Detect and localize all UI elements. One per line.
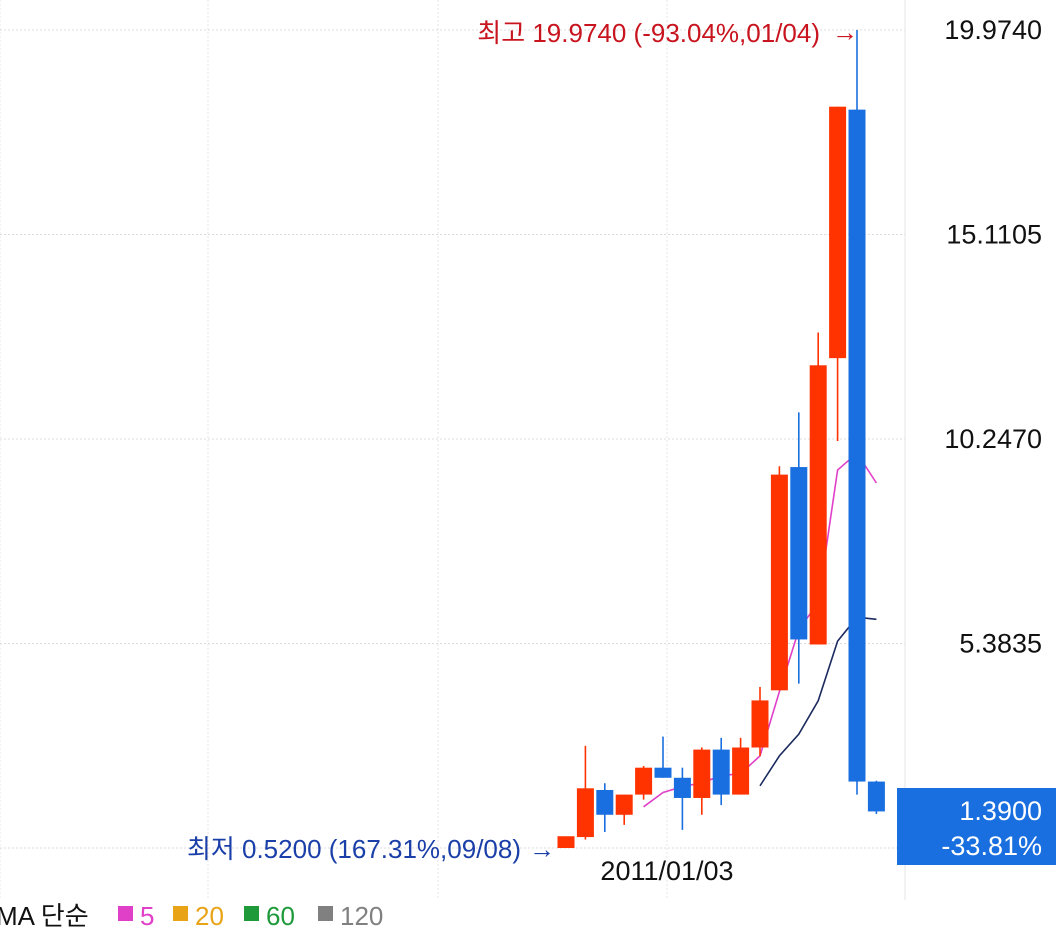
candle-body <box>615 794 633 815</box>
high-arrow: → <box>832 17 858 47</box>
candle-body <box>693 749 711 798</box>
candle-body <box>867 781 885 812</box>
candle-body <box>635 767 653 795</box>
legend-swatch <box>118 906 133 921</box>
legend-swatch <box>244 906 259 921</box>
x-tick-label: 2011/01/03 <box>600 856 733 886</box>
legend-swatch <box>173 906 188 921</box>
low-annotation: 최저 0.5200 (167.31%,09/08) <box>187 834 521 864</box>
candle-body <box>732 747 750 795</box>
candle-body <box>712 749 730 795</box>
candle-body <box>557 836 575 848</box>
last-price-value: 1.3900 <box>959 796 1042 826</box>
candle-body <box>809 365 827 645</box>
y-tick-label: 5.3835 <box>959 629 1042 659</box>
candle-body <box>751 700 769 748</box>
legend-label: 60 <box>266 901 295 929</box>
candle-body <box>673 777 691 798</box>
legend-swatch <box>318 906 333 921</box>
last-price-box <box>897 788 1056 865</box>
candle-body <box>829 106 847 359</box>
candle-body <box>596 789 614 815</box>
candle-body <box>848 109 866 782</box>
legend-label: 5 <box>140 901 154 929</box>
legend-label: 20 <box>195 901 224 929</box>
last-price-change: -33.81% <box>941 831 1042 861</box>
legend-title: MA 단순 <box>0 901 89 929</box>
low-arrow: → <box>529 834 555 864</box>
candle-body <box>654 767 672 778</box>
y-tick-label: 19.9740 <box>944 15 1042 45</box>
legend-label: 120 <box>340 901 383 929</box>
candle-body <box>770 474 788 691</box>
y-tick-label: 10.2470 <box>944 424 1042 454</box>
candle-body <box>576 788 594 838</box>
candle-body <box>790 467 808 640</box>
y-tick-label: 15.1105 <box>946 220 1042 250</box>
high-annotation: 최고 19.9740 (-93.04%,01/04) <box>477 18 820 48</box>
